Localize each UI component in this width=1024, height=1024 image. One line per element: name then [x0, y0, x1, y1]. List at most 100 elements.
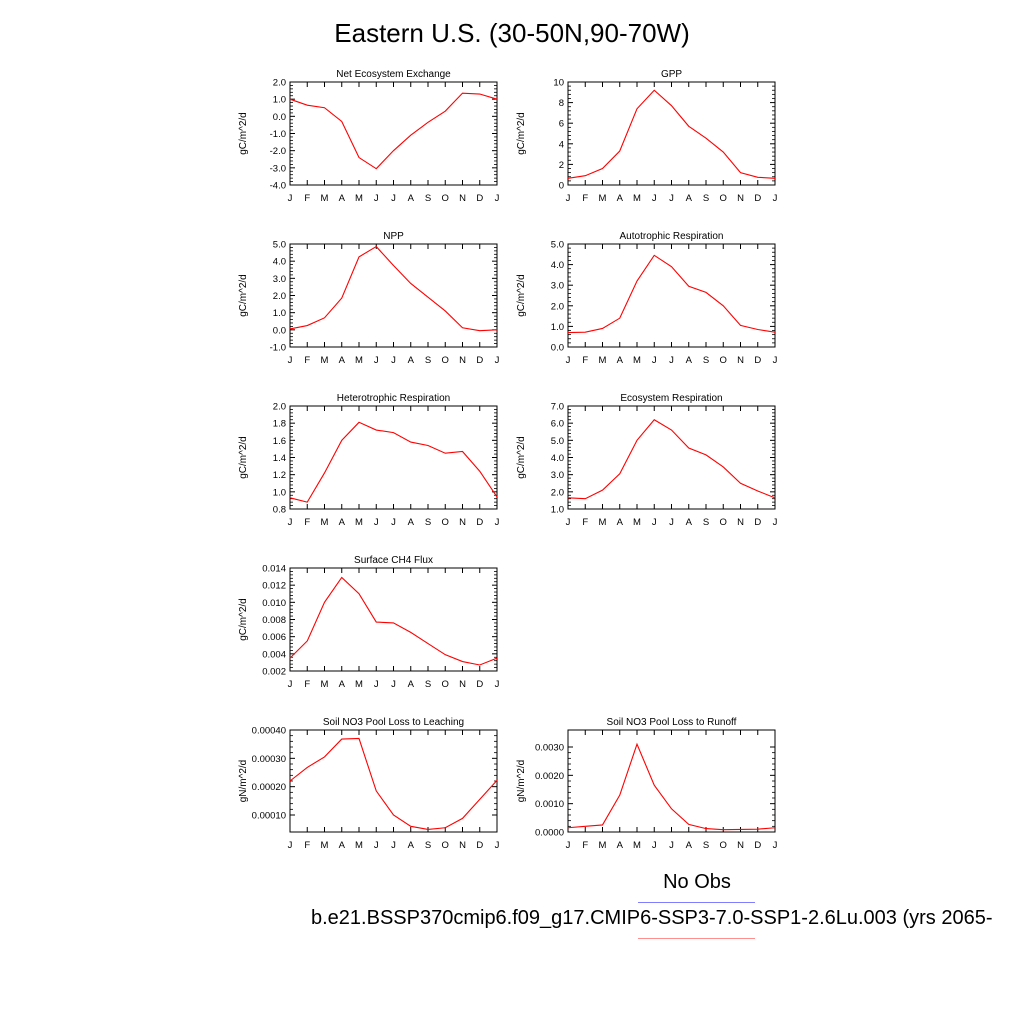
x-tick-label: J: [773, 355, 778, 366]
x-tick-label: O: [442, 679, 449, 690]
y-tick-label: 3.0: [551, 281, 564, 292]
x-tick-label: J: [773, 193, 778, 204]
y-tick-label: -1.0: [270, 343, 286, 354]
y-tick-label: 0.00040: [252, 726, 286, 737]
y-tick-label: 4.0: [551, 260, 564, 271]
y-tick-label: 2: [559, 160, 564, 171]
y-tick-label: 3.0: [551, 470, 564, 481]
x-tick-label: D: [754, 193, 761, 204]
x-tick-label: A: [686, 355, 693, 366]
y-tick-label: 0.004: [262, 649, 286, 660]
panel-title: Ecosystem Respiration: [620, 393, 722, 404]
series-line: [289, 576, 498, 666]
x-tick-label: S: [425, 679, 431, 690]
y-tick-label: 0.012: [262, 581, 286, 592]
y-tick-label: 1.0: [273, 95, 286, 106]
y-tick-label: 0.0010: [535, 799, 564, 810]
y-tick-label: 0.00010: [252, 811, 286, 822]
series-line: [289, 245, 498, 332]
x-tick-label: N: [459, 355, 466, 366]
legend-model-label: b.e21.BSSP370cmip6.f09_g17.CMIP6-SSP3-7.…: [311, 907, 993, 929]
y-axis-label: gN/m^2/d: [238, 760, 249, 803]
y-tick-label: 7.0: [551, 402, 564, 413]
x-tick-label: A: [339, 840, 346, 851]
x-tick-label: M: [321, 517, 329, 528]
x-tick-label: M: [321, 679, 329, 690]
y-tick-label: 1.0: [551, 505, 564, 516]
x-tick-label: F: [582, 840, 588, 851]
x-tick-label: O: [720, 193, 727, 204]
plot-frame: [289, 405, 498, 510]
x-tick-label: M: [633, 193, 641, 204]
x-tick-label: N: [737, 840, 744, 851]
y-axis-label: gC/m^2/d: [238, 436, 249, 479]
y-tick-label: -1.0: [270, 129, 286, 140]
x-tick-label: D: [754, 840, 761, 851]
x-tick-label: J: [566, 193, 571, 204]
x-tick-label: M: [633, 517, 641, 528]
x-tick-label: J: [566, 840, 571, 851]
x-tick-label: M: [633, 840, 641, 851]
x-tick-label: A: [408, 840, 415, 851]
plot-frame: [567, 405, 776, 510]
x-tick-label: J: [374, 679, 379, 690]
y-axis-label: gC/m^2/d: [516, 436, 527, 479]
x-tick-label: O: [720, 355, 727, 366]
plot-frame: [567, 729, 776, 833]
x-tick-label: A: [686, 840, 693, 851]
y-tick-label: 0.010: [262, 598, 286, 609]
x-tick-label: A: [408, 355, 415, 366]
x-tick-label: A: [617, 193, 624, 204]
y-axis-label: gC/m^2/d: [516, 274, 527, 317]
x-tick-label: N: [737, 517, 744, 528]
x-tick-label: J: [495, 517, 500, 528]
y-tick-label: 0.002: [262, 667, 286, 678]
x-tick-label: F: [304, 840, 310, 851]
y-tick-label: 1.4: [273, 453, 286, 464]
x-tick-label: O: [442, 193, 449, 204]
x-tick-label: A: [408, 679, 415, 690]
x-tick-label: M: [355, 679, 363, 690]
x-tick-label: S: [703, 517, 709, 528]
x-tick-label: D: [754, 355, 761, 366]
y-tick-label: 1.6: [273, 436, 286, 447]
y-axis-label: gC/m^2/d: [516, 112, 527, 155]
y-tick-label: 0.8: [273, 505, 286, 516]
x-tick-label: J: [566, 517, 571, 528]
x-tick-label: N: [459, 840, 466, 851]
x-tick-label: M: [355, 193, 363, 204]
y-tick-label: 0.0020: [535, 771, 564, 782]
x-tick-label: A: [686, 193, 693, 204]
x-tick-label: S: [425, 840, 431, 851]
series-line: [289, 737, 498, 831]
y-tick-label: 0.0: [551, 343, 564, 354]
y-axis-label: gC/m^2/d: [238, 274, 249, 317]
series-line: [289, 421, 498, 503]
y-tick-label: 10: [553, 78, 564, 89]
y-tick-label: 0.006: [262, 632, 286, 643]
x-tick-label: A: [339, 679, 346, 690]
x-tick-label: J: [391, 840, 396, 851]
x-tick-label: J: [669, 840, 674, 851]
panel-title: NPP: [383, 231, 404, 242]
y-tick-label: 5.0: [551, 240, 564, 251]
x-tick-label: O: [442, 355, 449, 366]
panel-title: Soil NO3 Pool Loss to Leaching: [323, 717, 464, 728]
x-tick-label: J: [652, 193, 657, 204]
x-tick-label: N: [737, 193, 744, 204]
y-tick-label: 4: [559, 139, 564, 150]
y-tick-label: 0.00030: [252, 754, 286, 765]
panel-title: Soil NO3 Pool Loss to Runoff: [607, 717, 737, 728]
x-tick-label: M: [355, 517, 363, 528]
series-line: [567, 742, 776, 831]
x-tick-label: F: [304, 679, 310, 690]
y-axis-label: gC/m^2/d: [238, 598, 249, 641]
x-tick-label: S: [703, 193, 709, 204]
y-tick-label: 2.0: [551, 487, 564, 498]
y-tick-label: 0.0: [273, 112, 286, 123]
x-tick-label: S: [425, 517, 431, 528]
